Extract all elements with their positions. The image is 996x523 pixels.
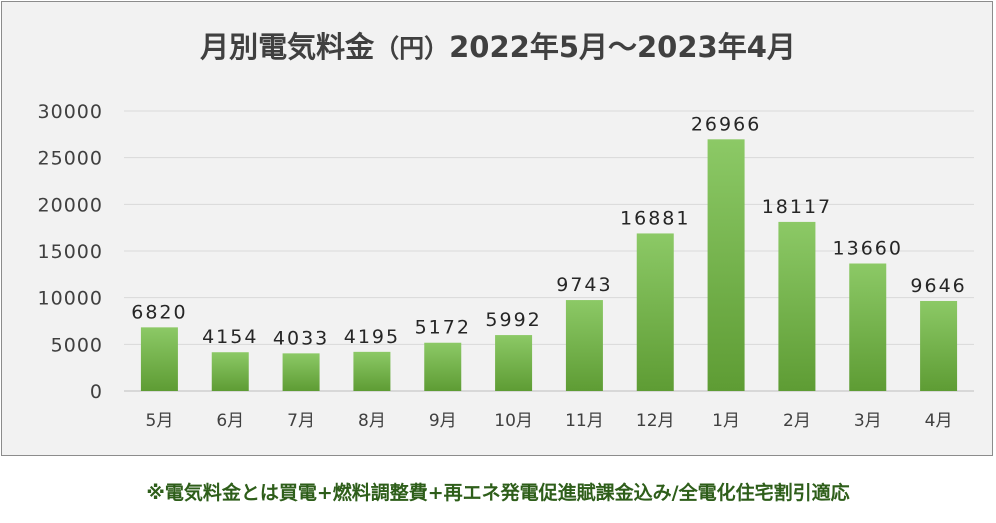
chart-area: 0 5000 10000 15000 20000 25000 30000 6820 5月 4154… [1,1,993,456]
x-tick-label: 5月 [146,411,174,431]
x-tick-label: 8月 [358,411,386,431]
data-label: 6820 [131,301,187,323]
chart-title-unit: （円） [374,34,450,63]
data-label: 4154 [202,326,258,348]
x-tick-label: 12月 [636,411,675,431]
data-label: 18117 [762,196,832,218]
y-tick-label: 0 [90,381,103,403]
footnote: ※電気料金とは買電+燃料調整費+再エネ発電促進賦課金込み/全電化住宅割引適応 [146,482,850,504]
bar [495,335,533,391]
x-tick-label: 1月 [712,411,740,431]
y-tick-label: 5000 [51,334,103,356]
bar-chart: 0 5000 10000 15000 20000 25000 30000 6820 5月 4154… [38,101,974,431]
bar [353,351,391,391]
bar [920,300,958,391]
bar [849,263,887,391]
chart-title-main: 月別電気料金 [200,30,375,64]
data-label: 9743 [556,274,612,296]
bar [778,221,816,391]
data-label: 5992 [485,309,541,331]
bar [424,342,462,391]
bar [565,300,603,391]
data-label: 26966 [691,113,761,135]
y-tick-label: 10000 [38,288,103,310]
data-label: 13660 [833,238,903,260]
x-tick-label: 7月 [287,411,315,431]
data-label: 16881 [620,207,690,229]
data-label: 9646 [910,275,966,297]
data-label: 4033 [273,327,329,349]
data-label: 5172 [415,317,471,339]
bar [140,327,178,391]
bar [211,352,249,391]
x-tick-label: 6月 [216,411,244,431]
x-tick-label: 11月 [565,411,604,431]
bar [707,139,745,391]
x-tick-label: 10月 [494,411,533,431]
data-label: 4195 [344,326,400,348]
x-tick-label: 3月 [854,411,882,431]
y-tick-label: 20000 [38,194,103,216]
x-tick-label: 2月 [783,411,811,431]
x-tick-label: 9月 [429,411,457,431]
chart-title: 月別電気料金（円）2022年5月～2023年4月 [2,24,994,66]
x-tick-label: 4月 [925,411,953,431]
y-tick-label: 15000 [38,241,103,263]
chart-title-period: 2022年5月～2023年4月 [449,30,796,64]
bar [636,233,674,391]
bar [282,353,320,391]
y-tick-label: 30000 [38,101,103,123]
y-tick-label: 25000 [38,148,103,170]
